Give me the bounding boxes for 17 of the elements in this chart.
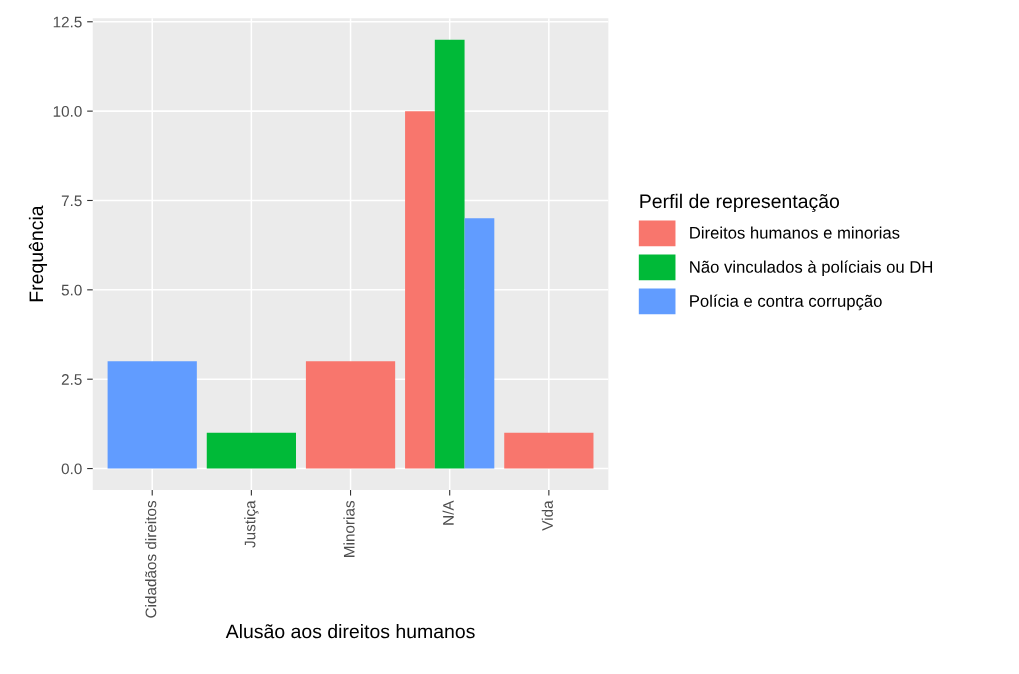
y-tick-label: 7.5 [61,195,82,207]
x-tick-label: N/A [442,500,454,525]
x-tick-label: Minorias [343,500,355,557]
y-tick-label: 10.0 [53,106,82,117]
legend-label: Polícia e contra corrupção [690,294,882,311]
x-axis-title: Alusão aos direitos humanos [225,624,475,639]
legend-title: Perfil de representação [640,193,840,213]
x-tick-label: Cidadãos direitos [145,500,157,618]
y-tick-label: 0.0 [61,463,82,475]
legend-label: Não vinculados à políciais ou DH [690,260,933,277]
y-tick-label: 2.5 [61,374,82,385]
y-tick-label: 5.0 [61,284,82,296]
y-axis-title: Frequência [28,205,48,302]
legend-label: Direitos humanos e minorias [690,226,900,239]
x-tick-label: Justiça [244,500,259,548]
y-tick-label: 12.5 [53,16,82,28]
x-tick-label: Vida [541,500,553,531]
